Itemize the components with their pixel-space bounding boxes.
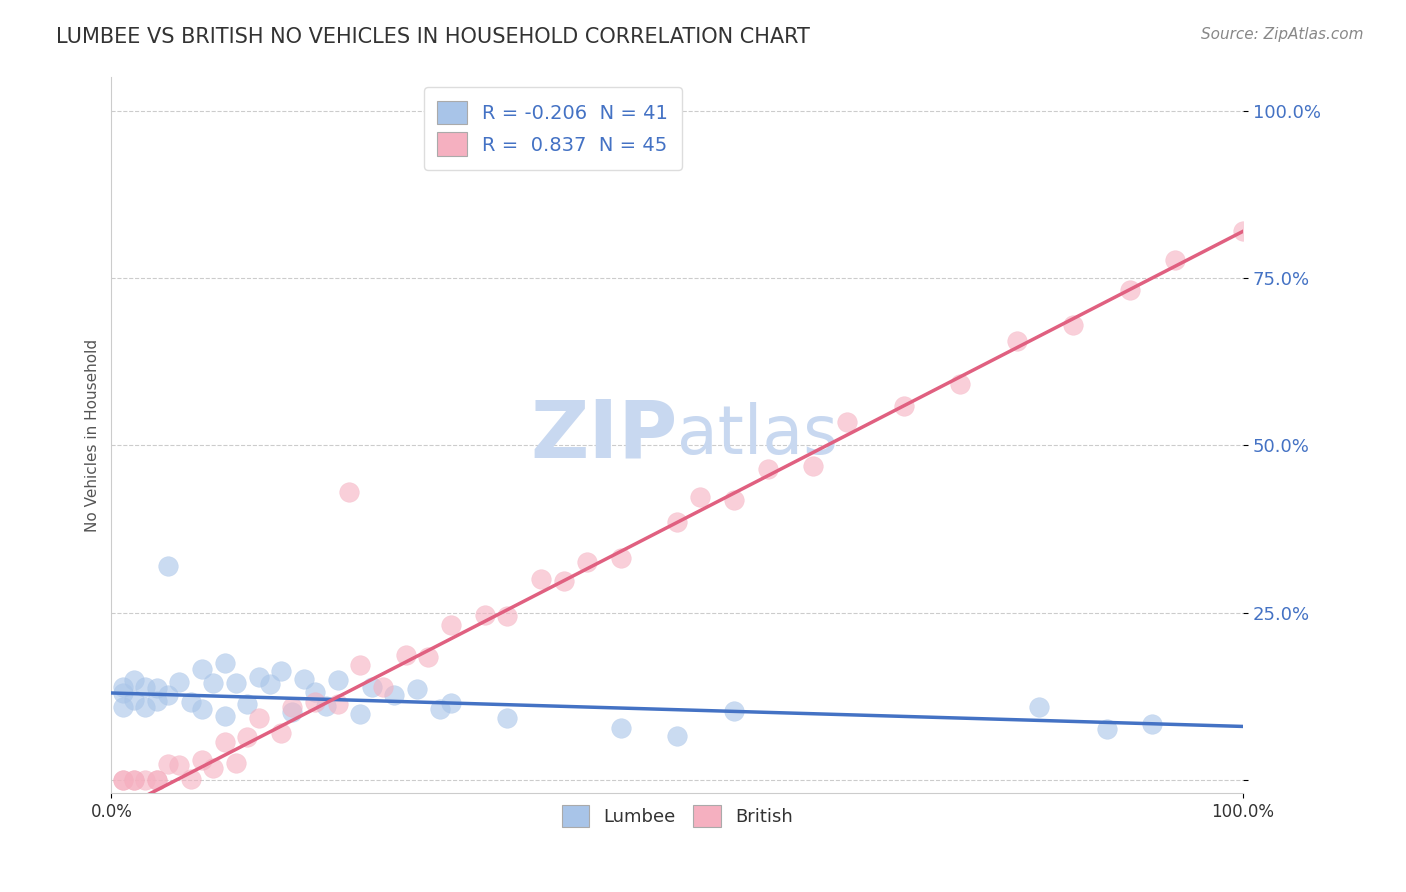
- Point: [1005, 334, 1028, 348]
- Y-axis label: No Vehicles in Household: No Vehicles in Household: [86, 339, 100, 532]
- Point: [553, 574, 575, 588]
- Point: [236, 730, 259, 744]
- Point: [723, 492, 745, 507]
- Point: [145, 681, 167, 695]
- Point: [145, 772, 167, 787]
- Point: [259, 677, 281, 691]
- Point: [666, 516, 689, 530]
- Point: [281, 699, 304, 714]
- Point: [156, 558, 179, 573]
- Point: [169, 674, 191, 689]
- Point: [418, 650, 440, 665]
- Point: [225, 756, 247, 770]
- Point: [1232, 224, 1254, 238]
- Point: [575, 555, 598, 569]
- Point: [304, 685, 326, 699]
- Point: [145, 694, 167, 708]
- Point: [1164, 252, 1187, 267]
- Point: [474, 607, 496, 622]
- Point: [723, 705, 745, 719]
- Point: [1119, 283, 1142, 297]
- Point: [429, 702, 451, 716]
- Point: [349, 706, 371, 721]
- Point: [122, 673, 145, 688]
- Point: [949, 376, 972, 391]
- Text: atlas: atlas: [678, 402, 838, 468]
- Point: [1142, 716, 1164, 731]
- Point: [134, 700, 156, 714]
- Point: [666, 730, 689, 744]
- Point: [111, 686, 134, 700]
- Text: Source: ZipAtlas.com: Source: ZipAtlas.com: [1201, 27, 1364, 42]
- Point: [371, 680, 394, 694]
- Point: [326, 673, 349, 687]
- Point: [689, 491, 711, 505]
- Point: [247, 670, 270, 684]
- Text: ZIP: ZIP: [530, 396, 678, 475]
- Point: [225, 676, 247, 690]
- Point: [440, 618, 463, 632]
- Point: [236, 697, 259, 711]
- Point: [134, 681, 156, 695]
- Point: [134, 772, 156, 787]
- Point: [530, 572, 553, 586]
- Point: [180, 695, 202, 709]
- Point: [756, 462, 779, 476]
- Point: [111, 699, 134, 714]
- Point: [609, 721, 631, 735]
- Point: [337, 485, 360, 500]
- Point: [191, 702, 214, 716]
- Point: [281, 705, 304, 719]
- Point: [191, 662, 214, 676]
- Point: [122, 772, 145, 787]
- Point: [247, 711, 270, 725]
- Point: [214, 709, 236, 723]
- Point: [156, 688, 179, 702]
- Point: [496, 711, 519, 725]
- Point: [326, 697, 349, 711]
- Point: [304, 695, 326, 709]
- Point: [191, 753, 214, 767]
- Point: [1028, 700, 1050, 714]
- Point: [609, 551, 631, 566]
- Point: [496, 609, 519, 624]
- Point: [122, 772, 145, 787]
- Point: [202, 761, 225, 775]
- Point: [394, 648, 416, 663]
- Point: [406, 681, 429, 696]
- Point: [292, 672, 315, 686]
- Legend: Lumbee, British: Lumbee, British: [554, 798, 800, 834]
- Point: [1062, 318, 1084, 333]
- Point: [145, 772, 167, 787]
- Point: [111, 772, 134, 787]
- Point: [1095, 722, 1118, 736]
- Point: [382, 688, 405, 702]
- Point: [801, 458, 824, 473]
- Point: [202, 675, 225, 690]
- Point: [111, 680, 134, 694]
- Point: [315, 699, 337, 714]
- Point: [214, 656, 236, 670]
- Point: [111, 772, 134, 787]
- Point: [156, 757, 179, 772]
- Text: LUMBEE VS BRITISH NO VEHICLES IN HOUSEHOLD CORRELATION CHART: LUMBEE VS BRITISH NO VEHICLES IN HOUSEHO…: [56, 27, 810, 46]
- Point: [214, 735, 236, 749]
- Point: [440, 696, 463, 710]
- Point: [360, 681, 382, 695]
- Point: [122, 693, 145, 707]
- Point: [270, 726, 292, 740]
- Point: [270, 665, 292, 679]
- Point: [180, 772, 202, 787]
- Point: [835, 415, 858, 429]
- Point: [169, 758, 191, 772]
- Point: [893, 399, 915, 413]
- Point: [349, 658, 371, 673]
